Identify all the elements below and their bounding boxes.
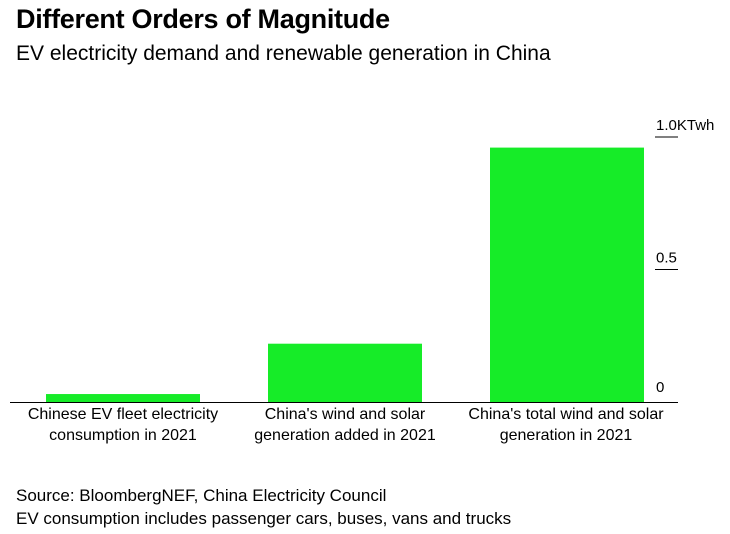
category-label-line: China's total wind and solar [468,406,664,423]
y-axis: 0 0.5 1.0KTwh [655,117,714,396]
category-label-line: consumption in 2021 [49,427,197,444]
chart-subtitle: EV electricity demand and renewable gene… [16,42,551,65]
category-label-line: generation in 2021 [499,427,633,444]
category-label-ev-consumption: Chinese EV fleet electricity consumption… [13,404,233,446]
category-label-line: Chinese EV fleet electricity [27,406,219,423]
bars-group [46,147,644,402]
y-tick-label-1: 0.5 [656,250,677,267]
chart-footer: Source: BloombergNEF, China Electricity … [16,484,511,530]
category-label-wind-solar-added: China's wind and solar generation added … [235,404,455,446]
footnote: EV consumption includes passenger cars, … [16,509,512,528]
y-tick-label-2: 1.0KTwh [656,117,714,134]
bar-2 [490,147,644,402]
bar-1 [268,343,422,402]
category-label-wind-solar-total: China's total wind and solar generation … [456,404,676,446]
category-label-line: China's wind and solar [264,406,426,423]
chart-title: Different Orders of Magnitude [16,4,390,34]
source-note: Source: BloombergNEF, China Electricity … [16,486,387,505]
category-label-line: generation added in 2021 [254,427,436,444]
bar-0 [46,394,200,402]
y-tick-label-0: 0 [656,379,664,396]
